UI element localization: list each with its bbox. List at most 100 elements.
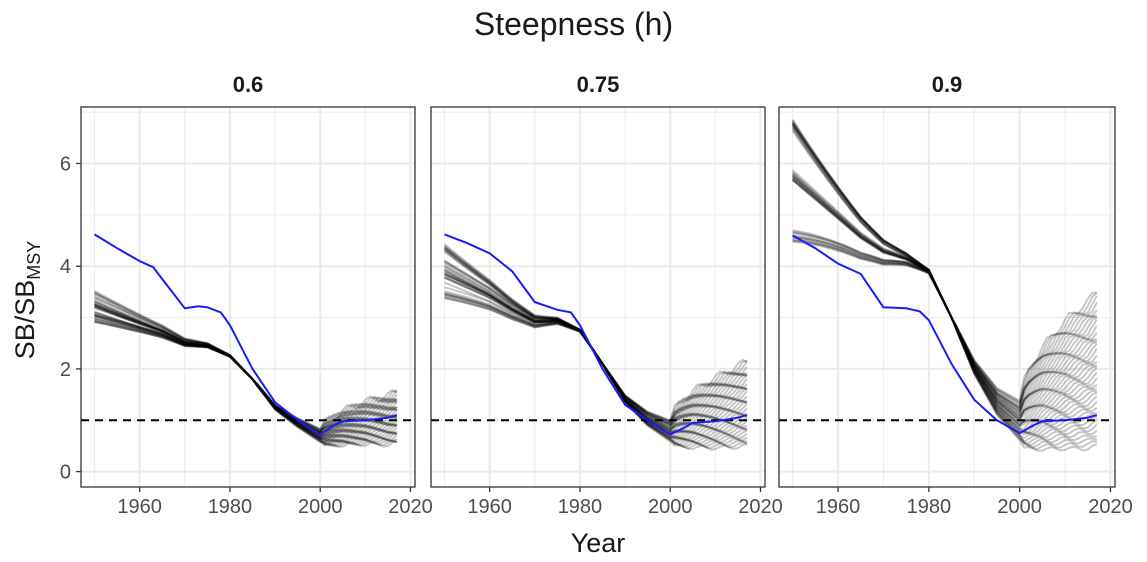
ensemble-line: [94, 305, 397, 440]
ensemble-line: [792, 236, 1098, 415]
ensemble-line: [443, 260, 748, 450]
ensemble-line: [94, 303, 398, 431]
ensemble-line: [791, 179, 1097, 435]
ensemble-line: [791, 119, 1098, 424]
ensemble-line: [94, 306, 398, 434]
ensemble-line: [444, 273, 748, 422]
y-axis-title-subscript: MSY: [24, 241, 44, 280]
panel-0.6: 0.6 1960 1980 2000 2020 0 2 4 6: [60, 72, 433, 518]
ensemble-line: [791, 123, 1098, 428]
x-tick-label: 2020: [738, 496, 783, 518]
ensemble-line: [94, 314, 398, 446]
x-tick-label: 2020: [388, 496, 433, 518]
ensemble-line: [791, 125, 1097, 436]
panel-border: [430, 106, 766, 488]
y-axis-title: SB/SBMSY: [10, 241, 44, 360]
ensemble-line: [791, 176, 1098, 411]
plot-area: [431, 233, 765, 451]
panel-label: 0.6: [233, 72, 264, 97]
ensemble-line: [94, 302, 398, 436]
ensemble-line: [791, 121, 1097, 450]
ensemble-line: [791, 127, 1098, 419]
ensemble-line: [791, 175, 1097, 421]
ensemble-line: [791, 174, 1097, 415]
ensemble-line: [94, 290, 398, 431]
ensemble-line: [94, 303, 398, 448]
ensemble-line: [94, 292, 398, 441]
panel-border: [778, 106, 1116, 488]
x-tick-label: 1980: [558, 496, 603, 518]
ensemble-line: [94, 305, 398, 434]
ensemble-line: [94, 294, 398, 448]
x-tick-label: 1980: [907, 496, 952, 518]
ensemble-line: [443, 246, 748, 441]
x-tick-label: 2000: [298, 496, 343, 518]
x-axis-title: Year: [571, 528, 626, 558]
ensemble-line: [444, 286, 748, 426]
base-case-line: [93, 233, 398, 436]
ensemble-line: [94, 316, 398, 446]
ensemble-line: [791, 177, 1097, 447]
ensemble-line: [792, 238, 1098, 427]
ensemble-line: [791, 122, 1098, 452]
ensemble-line: [94, 300, 398, 434]
ensemble-line: [94, 304, 398, 448]
ensemble-line: [791, 122, 1098, 405]
ensemble-line: [94, 311, 398, 437]
ensemble-line: [443, 246, 747, 426]
x-tick-label: 2000: [648, 496, 693, 518]
ensemble-line: [94, 291, 398, 439]
panel-border: [80, 106, 416, 488]
chart-title: Steepness (h): [473, 6, 674, 42]
ensemble-line: [94, 313, 398, 436]
ensemble-line: [792, 239, 1098, 408]
ensemble-line: [791, 128, 1098, 440]
ensemble-line: [791, 124, 1098, 430]
ensemble-line: [443, 243, 747, 427]
ensemble-line: [94, 317, 398, 435]
base-case-line: [792, 234, 1098, 435]
ensemble-line: [792, 231, 1098, 418]
ensemble-line: [94, 320, 398, 437]
ensemble-line: [94, 301, 398, 432]
ensemble-line: [94, 318, 398, 433]
ensemble-line: [94, 321, 398, 443]
y-tick-label: 6: [60, 153, 71, 175]
x-tick-label: 1960: [816, 496, 861, 518]
ensemble-line: [443, 259, 748, 435]
panel-background: [431, 107, 765, 487]
ensemble-line: [94, 314, 398, 432]
ensemble-line: [792, 236, 1098, 425]
ensemble-line: [792, 239, 1098, 421]
ensemble-line: [94, 298, 398, 436]
ensemble-line: [791, 122, 1098, 423]
ensemble-line: [444, 271, 748, 449]
ensemble-line: [94, 314, 398, 439]
ensemble-line: [791, 176, 1098, 417]
ensemble-line: [792, 230, 1098, 434]
ensemble-line: [791, 125, 1098, 413]
y-tick-label: 2: [60, 359, 71, 381]
y-tick-label: 4: [60, 256, 71, 278]
ensemble-line: [792, 229, 1098, 445]
ensemble-line: [791, 174, 1097, 422]
ensemble-line: [443, 244, 748, 438]
ensemble-line: [94, 303, 398, 443]
ensemble-line: [94, 300, 398, 444]
plot-area: [81, 233, 415, 448]
ensemble-line: [94, 296, 398, 444]
ensemble-line: [444, 272, 748, 443]
ensemble-line: [94, 320, 398, 439]
ensemble-line: [791, 179, 1098, 449]
panel-background: [779, 107, 1115, 487]
ensemble-line: [94, 305, 397, 447]
panel-label: 0.9: [932, 72, 963, 97]
ensemble-line: [791, 130, 1098, 418]
ensemble-line: [791, 123, 1098, 411]
ensemble-line: [94, 313, 398, 433]
x-tick-label: 1980: [208, 496, 253, 518]
ensemble-line: [791, 171, 1098, 404]
base-case-line: [444, 233, 748, 436]
ensemble-line: [792, 235, 1098, 443]
